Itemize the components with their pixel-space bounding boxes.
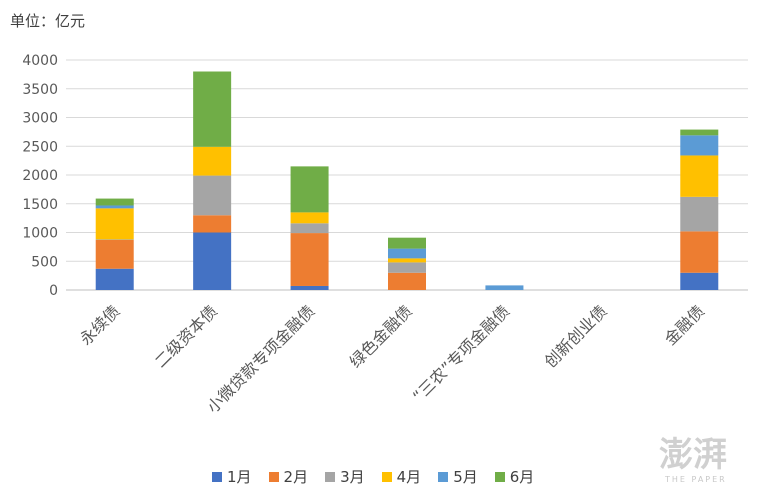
unit-label: 单位：亿元 [10,12,86,30]
bar-segment-2 [290,233,329,286]
legend-swatch [438,471,449,482]
bar-segment-3 [95,239,134,240]
svg-text:澎湃: 澎湃 [659,435,727,475]
y-tick-label: 4000 [22,53,58,69]
bar-segment-5 [95,205,134,209]
bar-segment-2 [95,239,134,269]
legend-item: 2月 [268,466,309,487]
legend-swatch [381,471,392,482]
legend-label: 2月 [283,468,309,486]
bar-segment-3 [388,262,426,273]
legend-label: 1月 [227,468,252,486]
bar-segment-4 [193,146,232,176]
bar-segment-1 [193,232,232,290]
legend-item: 3月 [325,466,365,487]
y-tick-label: 2500 [22,139,58,155]
category-label: 永续债 [76,301,123,348]
bar-segment-2 [193,215,232,233]
bar-segment-3 [193,175,232,216]
bar-segment-1 [680,272,719,290]
legend-swatch [212,471,222,482]
category-label: “三农”专项金融债 [409,301,513,405]
svg-text:THE PAPER: THE PAPER [664,475,727,484]
bar-segment-6 [388,237,426,249]
category-label: 绿色金融债 [346,301,416,371]
y-tick-label: 0 [49,283,58,299]
category-label: 二级资本债 [151,301,221,371]
bar-segment-1 [290,285,329,290]
bar-segment-3 [680,196,719,232]
category-label: 金融债 [661,301,708,348]
bar-segment-5 [388,248,426,259]
y-tick-label: 1000 [22,226,58,242]
legend-item: 6月 [494,466,535,487]
category-label: 小微贷款专项金融债 [203,301,318,416]
y-tick-label: 2000 [22,168,58,184]
legend-item: 5月 [438,466,478,487]
legend-swatch [268,471,279,482]
bar-segment-2 [680,231,719,273]
legend-swatch [494,471,505,482]
y-tick-label: 500 [31,254,58,270]
bar-segment-1 [95,268,134,290]
legend-swatch [325,471,336,482]
y-tick-label: 3500 [22,82,58,98]
y-tick-label: 3000 [22,111,58,127]
legend-item: 4月 [381,466,422,487]
bar-segment-6 [193,71,232,147]
bar-segment-6 [290,166,329,213]
bar-segment-6 [680,129,719,136]
y-tick-label: 1500 [22,197,58,213]
legend-label: 3月 [340,468,365,486]
legend-label: 5月 [453,468,478,486]
legend-label: 4月 [396,468,422,486]
bar-segment-4 [388,258,426,263]
bar-segment-5 [680,135,719,156]
bar-segment-4 [680,155,719,197]
legend-item: 1月 [212,466,252,487]
the-paper-logo: 澎湃 THE PAPER [655,430,755,486]
bar-segment-5 [485,285,524,290]
bar-segment-4 [95,208,134,240]
bar-segment-3 [290,223,329,234]
category-label: 创新创业债 [541,301,611,371]
bar-segment-4 [290,212,329,224]
bar-segment-2 [388,272,426,290]
legend-label: 6月 [509,468,535,486]
legend: 1月 2月 3月 4月 5月 6月 [212,466,534,487]
bar-segment-6 [95,198,134,206]
